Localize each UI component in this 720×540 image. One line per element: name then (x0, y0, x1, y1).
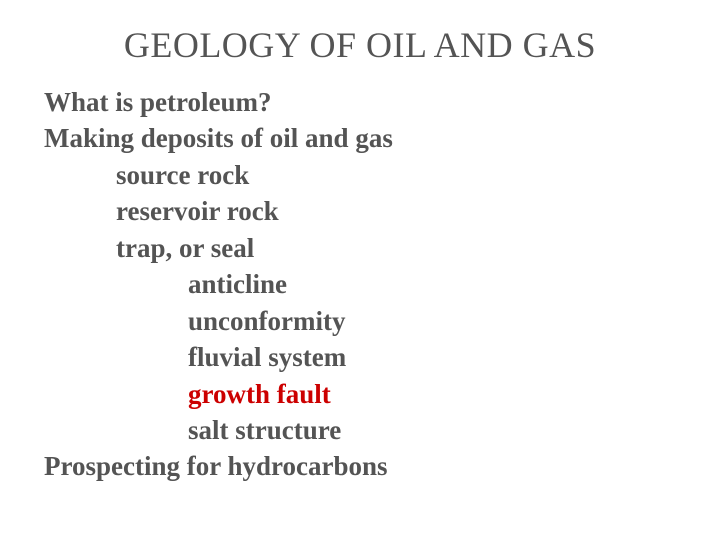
slide-title: GEOLOGY OF OIL AND GAS (0, 24, 720, 66)
outline-line-4: trap, or seal (44, 230, 720, 266)
outline-line-9: salt structure (44, 412, 720, 448)
outline-line-7: fluvial system (44, 339, 720, 375)
outline-line-2: source rock (44, 157, 720, 193)
outline-line-8: growth fault (44, 376, 720, 412)
outline-line-6: unconformity (44, 303, 720, 339)
outline-line-10: Prospecting for hydrocarbons (44, 448, 720, 484)
outline-container: What is petroleum? Making deposits of oi… (0, 84, 720, 485)
outline-line-3: reservoir rock (44, 193, 720, 229)
outline-line-5: anticline (44, 266, 720, 302)
outline-line-0: What is petroleum? (44, 84, 720, 120)
outline-line-1: Making deposits of oil and gas (44, 120, 720, 156)
